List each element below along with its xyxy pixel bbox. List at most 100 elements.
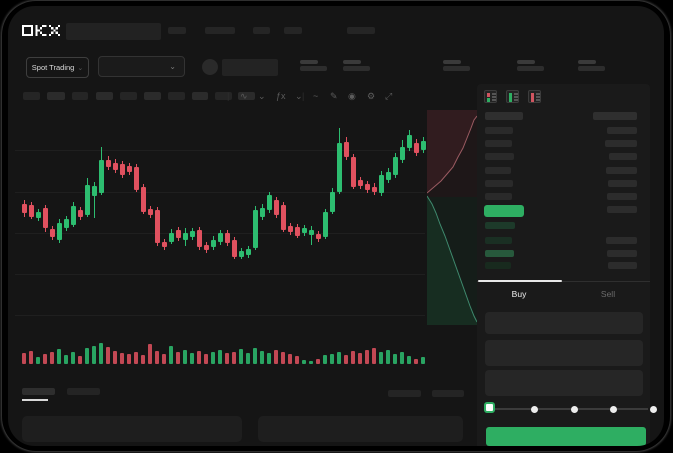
toolbar-button-placeholder[interactable] [168,92,185,100]
chevron-down-icon[interactable]: ⌄ [258,91,266,101]
toolbar-button-placeholder[interactable] [47,92,65,100]
toolbar-button-placeholder[interactable] [215,92,232,100]
ask-price-placeholder [485,167,511,174]
toolbar-button-placeholder[interactable] [144,92,161,100]
candlestick [414,143,419,153]
toolbar-button-placeholder[interactable] [192,92,208,100]
stat-label-placeholder [517,60,535,64]
amount-slider-track[interactable] [490,408,648,410]
volume-bar [162,354,166,364]
volume-bar [176,352,180,364]
candle-wick [311,226,312,245]
chevron-down-icon: ⌄ [169,62,176,71]
slider-stop-dot[interactable] [571,406,578,413]
candlestick [246,249,251,255]
candlestick [421,141,426,150]
volume-bar [267,353,271,364]
candlestick [204,245,209,250]
asks-depth-area [427,110,477,193]
candlestick [393,157,398,175]
candlestick [29,205,34,217]
draw-tool-icon[interactable]: ✎ [330,91,338,101]
ask-amount-placeholder [607,127,637,134]
candlestick [281,205,286,230]
nav-item-placeholder[interactable] [205,27,235,34]
amount-input-placeholder[interactable] [485,340,643,366]
bottom-action-placeholder[interactable] [388,390,421,397]
stat-label-placeholder [578,60,596,64]
volume-bar [414,359,418,364]
line-tool-icon[interactable]: ~ [313,91,319,101]
pair-dropdown[interactable]: ⌄ [98,56,185,77]
candlestick [141,187,146,212]
ask-amount-placeholder [608,180,637,187]
pair-name-placeholder [222,59,278,76]
ask-price-placeholder [485,127,513,134]
volume-bar [358,353,362,364]
stat-label-placeholder [300,60,318,64]
volume-bar [36,357,40,364]
slider-stop-dot[interactable] [610,406,617,413]
volume-bar [400,352,404,364]
volume-bar [260,351,264,364]
candlestick [78,210,83,217]
stat-label-placeholder [443,60,461,64]
volume-bar [295,356,299,364]
toolbar-button-placeholder[interactable] [96,92,113,100]
amount-slider-handle[interactable] [484,402,495,413]
bids-depth-line [427,195,477,323]
order-book-split-icon[interactable] [484,90,497,103]
settings-icon[interactable]: ⚙ [367,91,376,101]
volume-bar [106,347,110,364]
candlestick [239,251,244,257]
candlestick [260,208,265,217]
volume-bar [204,354,208,364]
depth-chart [427,110,477,325]
nav-item-placeholder[interactable] [168,27,186,34]
toolbar-button-placeholder[interactable] [238,92,255,100]
bid-amount-placeholder [606,237,637,244]
toolbar-button-placeholder[interactable] [120,92,137,100]
stat-value-placeholder [343,66,370,71]
toolbar-button-placeholder[interactable] [23,92,40,100]
bottom-tab-placeholder[interactable] [22,388,55,395]
candlestick [267,195,272,210]
candlestick [120,164,125,175]
logo-title-placeholder [66,23,161,40]
tab-buy[interactable]: Buy [511,289,527,299]
slider-stop-dot[interactable] [531,406,538,413]
grid-line [15,150,425,151]
indicators-icon[interactable]: ƒx [276,91,286,101]
buy-submit-button[interactable] [486,427,646,446]
volume-bar [239,349,243,364]
candlestick [351,157,356,187]
volume-bar [169,346,173,364]
nav-item-placeholder[interactable] [347,27,375,34]
chart-type-icon[interactable]: ∿ [240,91,248,101]
order-book-header-price [485,112,523,120]
chevron-down-icon[interactable]: ⌄ [295,91,303,101]
slider-stop-dot[interactable] [650,406,657,413]
volume-bar [288,354,292,364]
order-book-asks-icon[interactable] [528,90,541,103]
fullscreen-icon[interactable]: ⤢ [385,91,393,101]
volume-bar [155,351,159,364]
grid-line [15,192,425,193]
total-input-placeholder[interactable] [485,370,643,396]
volume-bar [78,356,82,364]
bid-amount-placeholder [608,262,637,269]
bottom-action-placeholder[interactable] [432,390,464,397]
tab-sell[interactable]: Sell [600,289,616,299]
toolbar-button-placeholder[interactable] [72,92,88,100]
price-input-placeholder[interactable] [485,312,643,334]
nav-item-placeholder[interactable] [253,27,270,34]
ask-price-placeholder [485,193,512,200]
volume-bar [92,346,96,364]
order-book-bids-icon[interactable] [506,90,519,103]
okx-logo [22,24,60,37]
active-tab-indicator [478,280,562,282]
bottom-tab-placeholder[interactable] [67,388,100,395]
nav-item-placeholder[interactable] [284,27,302,34]
market-type-dropdown[interactable]: Spot Trading ⌄ [26,57,89,78]
camera-icon[interactable]: ◉ [348,91,356,101]
